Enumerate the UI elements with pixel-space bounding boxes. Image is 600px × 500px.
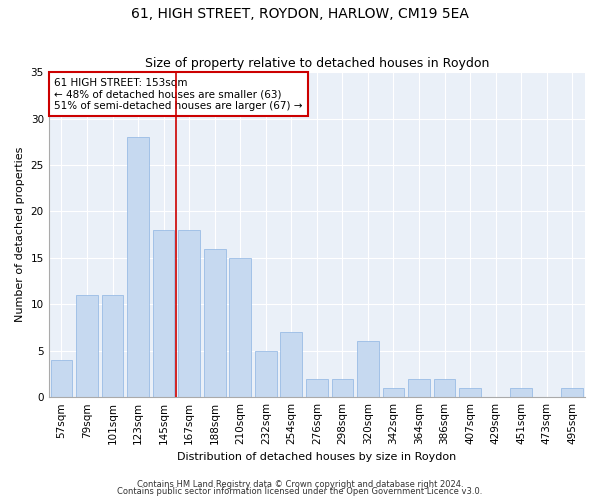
Bar xyxy=(101,295,124,397)
Bar xyxy=(280,332,302,397)
Bar xyxy=(357,342,379,397)
Title: Size of property relative to detached houses in Roydon: Size of property relative to detached ho… xyxy=(145,56,489,70)
Bar xyxy=(255,350,277,397)
Bar xyxy=(332,378,353,397)
Bar xyxy=(306,378,328,397)
Bar xyxy=(178,230,200,397)
Bar xyxy=(434,378,455,397)
X-axis label: Distribution of detached houses by size in Roydon: Distribution of detached houses by size … xyxy=(177,452,457,462)
Bar xyxy=(383,388,404,397)
Text: Contains HM Land Registry data © Crown copyright and database right 2024.: Contains HM Land Registry data © Crown c… xyxy=(137,480,463,489)
Y-axis label: Number of detached properties: Number of detached properties xyxy=(15,147,25,322)
Text: 61, HIGH STREET, ROYDON, HARLOW, CM19 5EA: 61, HIGH STREET, ROYDON, HARLOW, CM19 5E… xyxy=(131,8,469,22)
Text: Contains public sector information licensed under the Open Government Licence v3: Contains public sector information licen… xyxy=(118,487,482,496)
Bar xyxy=(562,388,583,397)
Bar xyxy=(408,378,430,397)
Bar xyxy=(76,295,98,397)
Text: 61 HIGH STREET: 153sqm
← 48% of detached houses are smaller (63)
51% of semi-det: 61 HIGH STREET: 153sqm ← 48% of detached… xyxy=(54,78,303,111)
Bar xyxy=(459,388,481,397)
Bar xyxy=(153,230,175,397)
Bar xyxy=(510,388,532,397)
Bar xyxy=(204,248,226,397)
Bar xyxy=(50,360,72,397)
Bar xyxy=(127,137,149,397)
Bar xyxy=(229,258,251,397)
